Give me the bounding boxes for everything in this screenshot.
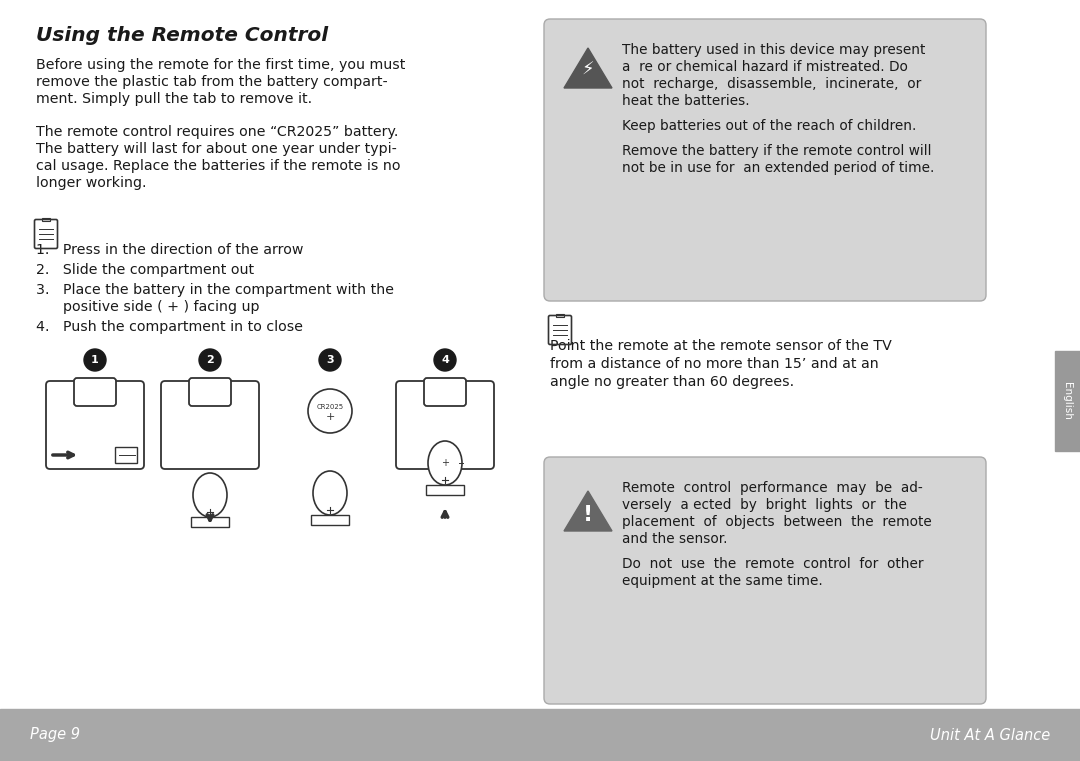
Text: a  re or chemical hazard if mistreated. Do: a re or chemical hazard if mistreated. D…: [622, 60, 908, 74]
FancyBboxPatch shape: [424, 378, 465, 406]
Text: 4.   Push the compartment in to close: 4. Push the compartment in to close: [36, 320, 303, 334]
Text: Remote  control  performance  may  be  ad-: Remote control performance may be ad-: [622, 481, 922, 495]
Bar: [0, 709, 1080, 761]
Text: Unit At A Glance: Unit At A Glance: [930, 728, 1050, 743]
Bar: [1055, 351, 1080, 451]
Circle shape: [308, 389, 352, 433]
Bar: [42, 218, 50, 221]
Text: The battery used in this device may present: The battery used in this device may pres…: [622, 43, 926, 57]
Text: 1.   Press in the direction of the arrow: 1. Press in the direction of the arrow: [36, 243, 303, 257]
Text: and the sensor.: and the sensor.: [622, 532, 728, 546]
Circle shape: [319, 349, 341, 371]
Bar: [311, 515, 349, 525]
Bar: [191, 517, 229, 527]
Text: 3.   Place the battery in the compartment with the: 3. Place the battery in the compartment …: [36, 283, 394, 297]
Text: angle no greater than 60 degrees.: angle no greater than 60 degrees.: [550, 375, 794, 389]
Text: The battery will last for about one year under typi-: The battery will last for about one year…: [36, 142, 396, 156]
Text: Do  not  use  the  remote  control  for  other: Do not use the remote control for other: [622, 557, 923, 571]
Text: Remove the battery if the remote control will: Remove the battery if the remote control…: [622, 144, 931, 158]
Text: English: English: [1062, 382, 1072, 420]
FancyBboxPatch shape: [544, 457, 986, 704]
Text: Before using the remote for the first time, you must: Before using the remote for the first ti…: [36, 58, 405, 72]
FancyBboxPatch shape: [396, 381, 494, 469]
FancyBboxPatch shape: [75, 378, 116, 406]
Text: Point the remote at the remote sensor of the TV: Point the remote at the remote sensor of…: [550, 339, 892, 353]
Text: +: +: [325, 412, 335, 422]
Text: ⚡: ⚡: [582, 61, 594, 79]
Ellipse shape: [193, 473, 227, 517]
Text: heat the batteries.: heat the batteries.: [622, 94, 750, 108]
Bar: [556, 314, 564, 317]
Text: CR2025: CR2025: [316, 404, 343, 410]
Text: from a distance of no more than 15’ and at an: from a distance of no more than 15’ and …: [550, 357, 879, 371]
Circle shape: [84, 349, 106, 371]
Text: versely  a ected  by  bright  lights  or  the: versely a ected by bright lights or the: [622, 498, 907, 512]
Text: not  recharge,  disassemble,  incinerate,  or: not recharge, disassemble, incinerate, o…: [622, 77, 921, 91]
Text: !: !: [583, 505, 593, 525]
FancyBboxPatch shape: [46, 381, 144, 469]
Bar: [114, 447, 137, 463]
Text: remove the plastic tab from the battery compart-: remove the plastic tab from the battery …: [36, 75, 388, 89]
Circle shape: [199, 349, 221, 371]
Text: 2.   Slide the compartment out: 2. Slide the compartment out: [36, 263, 254, 277]
Ellipse shape: [428, 441, 462, 485]
Text: 2: 2: [206, 355, 214, 365]
Text: ment. Simply pull the tab to remove it.: ment. Simply pull the tab to remove it.: [36, 92, 312, 106]
Ellipse shape: [313, 471, 347, 515]
Polygon shape: [564, 491, 612, 531]
Bar: [426, 485, 464, 495]
Text: +: +: [441, 458, 449, 468]
Text: 4: 4: [441, 355, 449, 365]
Text: 3: 3: [326, 355, 334, 365]
Text: positive side ( + ) facing up: positive side ( + ) facing up: [36, 300, 259, 314]
Text: The remote control requires one “CR2025” battery.: The remote control requires one “CR2025”…: [36, 125, 399, 139]
Text: equipment at the same time.: equipment at the same time.: [622, 574, 823, 588]
Text: 1: 1: [91, 355, 99, 365]
Text: not be in use for  an extended period of time.: not be in use for an extended period of …: [622, 161, 934, 175]
Text: placement  of  objects  between  the  remote: placement of objects between the remote: [622, 515, 932, 529]
Circle shape: [434, 349, 456, 371]
Text: Keep batteries out of the reach of children.: Keep batteries out of the reach of child…: [622, 119, 916, 133]
FancyBboxPatch shape: [544, 19, 986, 301]
Text: longer working.: longer working.: [36, 176, 147, 190]
Text: cal usage. Replace the batteries if the remote is no: cal usage. Replace the batteries if the …: [36, 159, 401, 173]
Polygon shape: [564, 48, 612, 88]
Text: Using the Remote Control: Using the Remote Control: [36, 26, 328, 45]
Text: Page 9: Page 9: [30, 728, 80, 743]
FancyBboxPatch shape: [189, 378, 231, 406]
FancyBboxPatch shape: [161, 381, 259, 469]
